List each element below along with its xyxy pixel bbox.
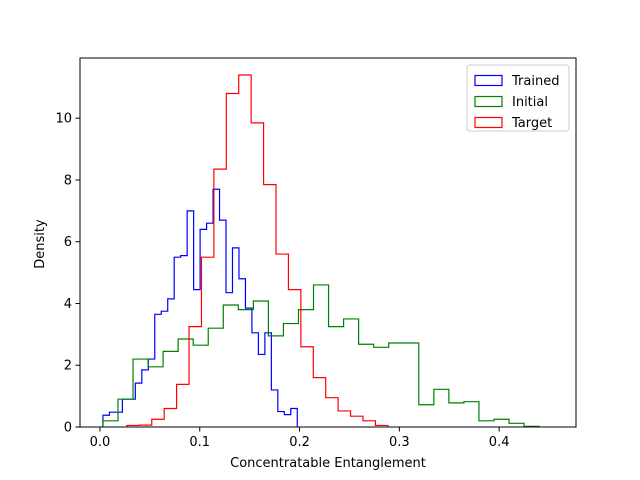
y-tick-label: 6 [64, 235, 72, 250]
y-axis-label: Density [33, 219, 48, 269]
x-tick-label: 0.4 [489, 435, 510, 450]
series-initial-histogram [102, 284, 540, 427]
x-tick-label: 0.0 [90, 435, 111, 450]
legend-swatch-initial [474, 95, 503, 108]
y-axis: 0 2 4 6 8 10 [55, 112, 80, 436]
y-tick-label: 10 [55, 112, 72, 127]
x-tick-label: 0.2 [289, 435, 310, 450]
series-target-histogram [126, 74, 389, 427]
axes-frame [79, 57, 577, 428]
x-axis-label: Concentratable Entanglement [230, 456, 426, 471]
y-tick-label: 0 [64, 421, 72, 436]
legend-label-target: Target [511, 116, 552, 131]
x-tick-label: 0.1 [189, 435, 210, 450]
legend-box [466, 64, 570, 132]
x-tick-label: 0.3 [389, 435, 410, 450]
legend: Trained Initial Target [466, 64, 570, 132]
y-tick-label: 2 [64, 359, 72, 374]
series-trained-histogram [102, 188, 298, 427]
legend-swatch-trained [474, 74, 503, 87]
x-axis: 0.0 0.1 0.2 0.3 0.4 [90, 427, 510, 450]
y-tick-label: 4 [64, 297, 72, 312]
legend-label-trained: Trained [511, 74, 559, 89]
legend-swatch-target [474, 116, 503, 129]
y-tick-label: 8 [64, 173, 72, 188]
plot-area [79, 57, 577, 428]
legend-label-initial: Initial [512, 95, 548, 110]
